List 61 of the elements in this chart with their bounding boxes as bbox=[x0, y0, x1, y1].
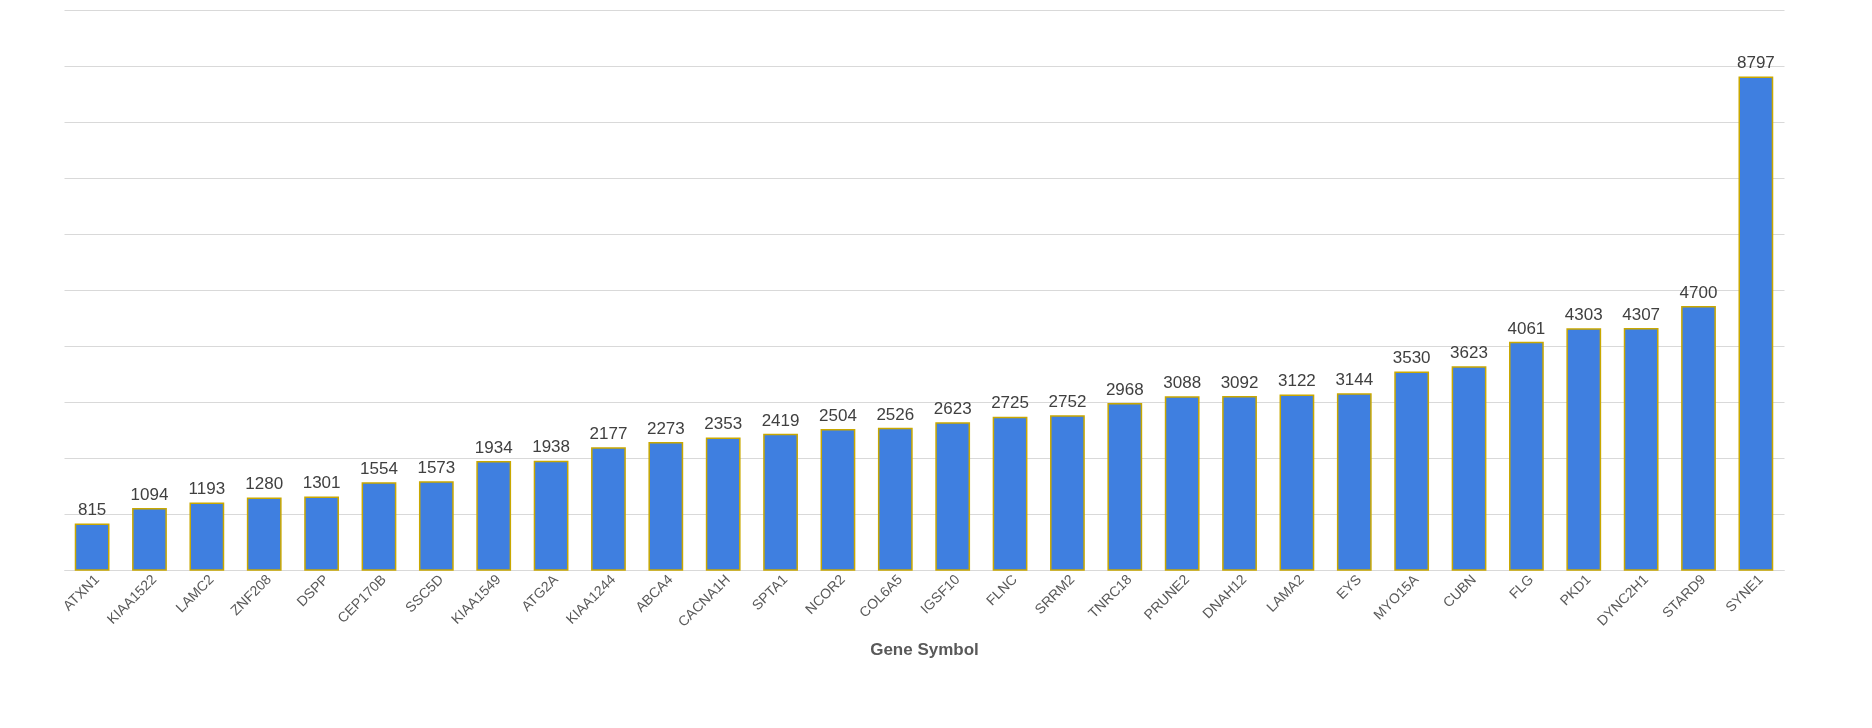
data-label: 3088 bbox=[1163, 373, 1202, 393]
bar bbox=[361, 482, 397, 571]
data-label: 1573 bbox=[417, 457, 456, 477]
data-label: 2526 bbox=[876, 404, 915, 424]
data-label: 2177 bbox=[589, 424, 628, 444]
bar bbox=[1681, 306, 1716, 571]
bar bbox=[763, 433, 798, 571]
data-label: 1193 bbox=[188, 479, 226, 499]
data-label: 2419 bbox=[761, 410, 800, 430]
data-label: 815 bbox=[77, 500, 107, 520]
bar bbox=[1279, 394, 1315, 571]
data-label: 1938 bbox=[532, 437, 570, 457]
data-label: 2623 bbox=[933, 399, 972, 419]
bar bbox=[132, 507, 167, 571]
data-label: 2273 bbox=[646, 418, 685, 438]
bar bbox=[1451, 366, 1487, 571]
data-label: 2968 bbox=[1105, 379, 1144, 399]
data-label: 2353 bbox=[704, 414, 743, 434]
data-label: 4307 bbox=[1622, 304, 1661, 324]
bar bbox=[591, 447, 626, 571]
bar bbox=[1336, 393, 1372, 571]
data-label: 3530 bbox=[1392, 348, 1431, 368]
data-label: 4700 bbox=[1679, 282, 1718, 302]
data-label: 8797 bbox=[1736, 53, 1775, 73]
bar bbox=[992, 416, 1028, 571]
data-label: 1301 bbox=[302, 473, 341, 493]
bar bbox=[1164, 396, 1200, 571]
bar bbox=[246, 497, 282, 571]
bar bbox=[705, 437, 741, 571]
bar bbox=[418, 481, 454, 571]
data-label: 2752 bbox=[1048, 391, 1087, 411]
data-label: 1280 bbox=[245, 474, 284, 494]
bar bbox=[1050, 415, 1085, 571]
data-label: 2725 bbox=[991, 393, 1029, 413]
bar bbox=[877, 427, 913, 571]
bar bbox=[935, 422, 971, 571]
data-label: 2504 bbox=[819, 405, 857, 425]
x-axis-title: Gene Symbol bbox=[870, 639, 979, 659]
bar bbox=[820, 429, 856, 571]
data-label: 1934 bbox=[474, 437, 513, 457]
data-label: 3092 bbox=[1220, 372, 1259, 392]
data-label: 1094 bbox=[130, 484, 169, 504]
bar bbox=[1509, 341, 1544, 571]
bar bbox=[1107, 403, 1143, 571]
data-label: 3144 bbox=[1335, 369, 1374, 389]
bar bbox=[1394, 371, 1430, 571]
bar bbox=[1623, 328, 1659, 571]
data-label: 4303 bbox=[1564, 305, 1603, 325]
bar bbox=[1566, 328, 1602, 571]
bar bbox=[476, 460, 512, 571]
data-label: 3122 bbox=[1278, 371, 1316, 391]
data-label: 3623 bbox=[1450, 343, 1488, 363]
bar bbox=[189, 502, 225, 571]
bar bbox=[74, 523, 110, 571]
bar bbox=[533, 460, 569, 571]
bar bbox=[648, 441, 684, 571]
data-label: 1554 bbox=[360, 458, 398, 478]
data-label: 4061 bbox=[1507, 318, 1546, 338]
bar bbox=[304, 496, 339, 571]
bar bbox=[1738, 76, 1774, 571]
bar bbox=[1222, 396, 1257, 571]
